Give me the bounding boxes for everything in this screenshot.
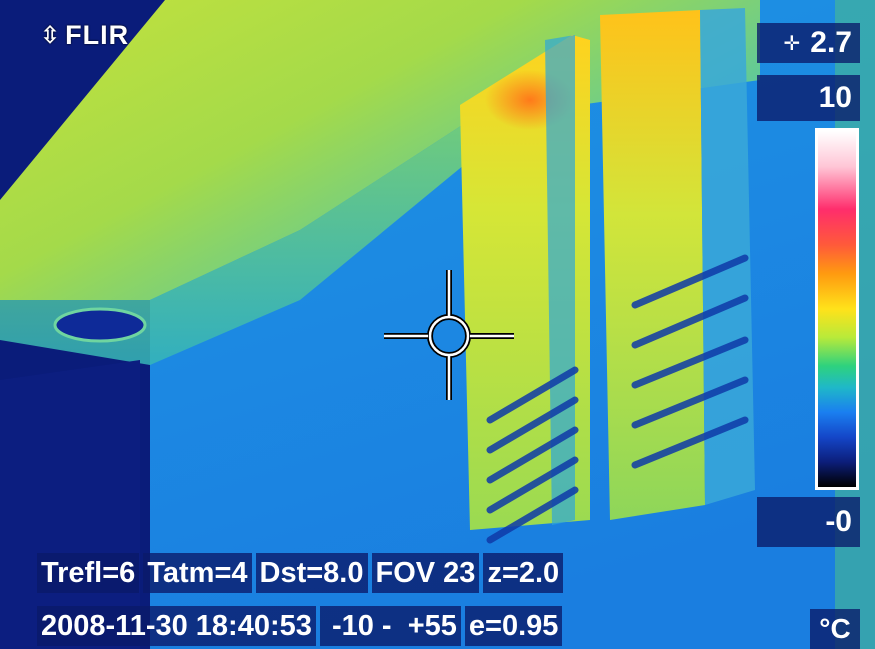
parameters-row-2: 2008-11-30 18:40:53 -10 - +55 e=0.95 [37, 606, 563, 646]
scale-max-value: 10 [818, 81, 852, 114]
scale-min: -0 [757, 497, 860, 547]
parameters-row-1: Trefl=6 Tatm=4 Dst=8.0 FOV 23 z=2.0 [37, 553, 564, 593]
spot-meter-icon: ✛ [783, 32, 801, 55]
param-distance: Dst=8.0 [255, 553, 368, 593]
param-fov: FOV 23 [371, 553, 480, 593]
scale-min-value: -0 [825, 505, 852, 538]
unit-label: °C [819, 613, 851, 644]
temperature-unit: °C [810, 609, 860, 649]
color-scale-bar [815, 128, 859, 490]
spot-value: 2.7 [810, 26, 852, 59]
flir-logo-icon: ⇳ [40, 21, 62, 49]
brand-logo: ⇳ FLIR [40, 20, 129, 51]
scale-max: 10 [757, 75, 860, 121]
param-tatm: Tatm=4 [143, 553, 252, 593]
timestamp: 2008-11-30 18:40:53 [37, 606, 316, 646]
spot-temperature: ✛ 2.7 [757, 23, 860, 63]
brand-name: FLIR [65, 20, 130, 50]
crosshair-icon [384, 270, 514, 400]
color-scale-gradient [818, 131, 856, 487]
param-emissivity: e=0.95 [464, 606, 563, 646]
param-zoom: z=2.0 [483, 553, 564, 593]
temperature-range: -10 - +55 [319, 606, 461, 646]
param-trefl: Trefl=6 [37, 553, 140, 593]
